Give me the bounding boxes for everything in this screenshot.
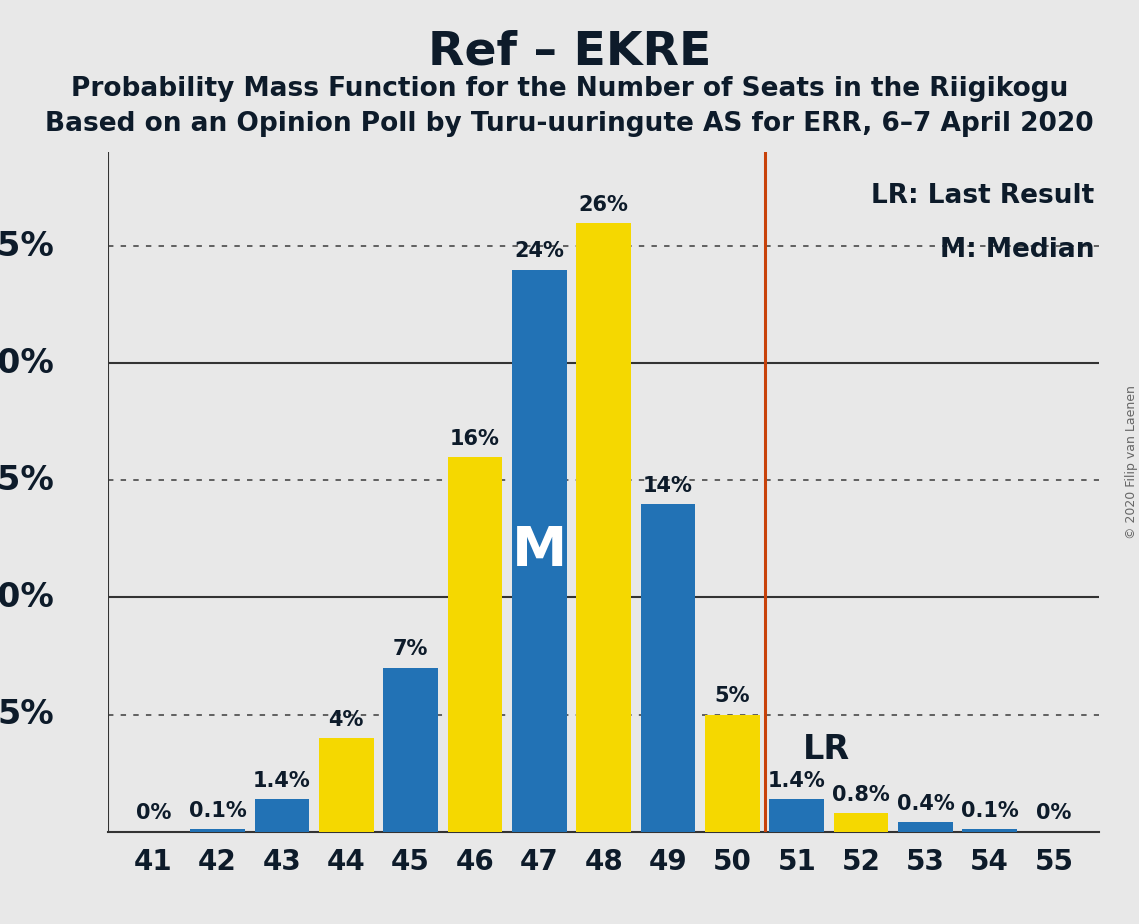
Text: 16%: 16% — [450, 429, 500, 449]
Text: © 2020 Filip van Laenen: © 2020 Filip van Laenen — [1124, 385, 1138, 539]
Bar — [319, 738, 374, 832]
Text: 5%: 5% — [0, 698, 54, 731]
Bar — [834, 813, 888, 832]
Bar — [769, 799, 823, 832]
Text: 5%: 5% — [714, 687, 751, 706]
Bar — [705, 714, 760, 832]
Text: 14%: 14% — [644, 476, 693, 495]
Bar — [576, 223, 631, 832]
Text: M: M — [511, 524, 567, 578]
Bar — [898, 822, 952, 832]
Text: LR: LR — [803, 733, 851, 766]
Text: LR: Last Result: LR: Last Result — [871, 183, 1095, 209]
Text: 0%: 0% — [136, 803, 171, 823]
Text: Ref – EKRE: Ref – EKRE — [428, 30, 711, 75]
Bar — [640, 504, 696, 832]
Text: 15%: 15% — [0, 464, 54, 497]
Bar — [511, 270, 567, 832]
Text: 26%: 26% — [579, 195, 629, 214]
Text: 0.1%: 0.1% — [189, 801, 246, 821]
Text: 24%: 24% — [515, 241, 564, 261]
Bar — [255, 799, 310, 832]
Bar — [962, 829, 1017, 832]
Text: 1.4%: 1.4% — [253, 771, 311, 791]
Text: Based on an Opinion Poll by Turu-uuringute AS for ERR, 6–7 April 2020: Based on an Opinion Poll by Turu-uuringu… — [46, 111, 1093, 137]
Text: 0.4%: 0.4% — [896, 794, 954, 814]
Text: Probability Mass Function for the Number of Seats in the Riigikogu: Probability Mass Function for the Number… — [71, 76, 1068, 102]
Text: 20%: 20% — [0, 346, 54, 380]
Bar — [384, 668, 439, 832]
Text: 4%: 4% — [328, 710, 364, 730]
Text: 0%: 0% — [1036, 803, 1072, 823]
Text: 0.1%: 0.1% — [961, 801, 1018, 821]
Bar — [448, 456, 502, 832]
Text: 10%: 10% — [0, 581, 54, 614]
Text: M: Median: M: Median — [940, 237, 1095, 263]
Text: 25%: 25% — [0, 230, 54, 262]
Text: 0.8%: 0.8% — [833, 784, 890, 805]
Text: 1.4%: 1.4% — [768, 771, 826, 791]
Bar — [190, 829, 245, 832]
Text: 7%: 7% — [393, 639, 428, 660]
